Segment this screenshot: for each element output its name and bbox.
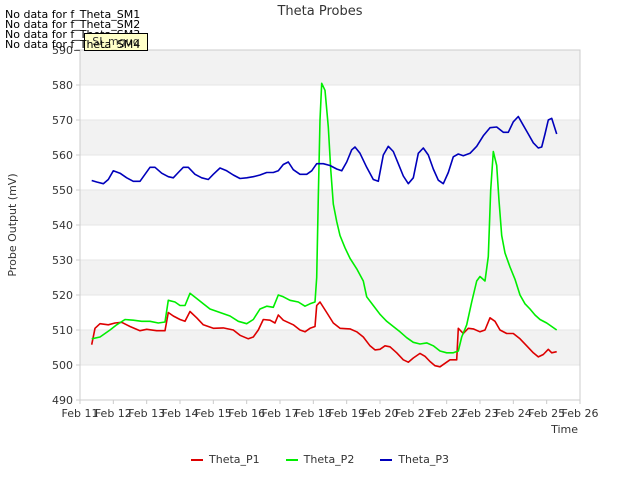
x-tick-label: Feb 19 [328,407,365,420]
no-data-message: No data for f_Theta_SM2 [5,18,141,31]
y-tick-label: 530 [52,254,73,267]
y-tick-label: 580 [52,79,73,92]
chart-legend: Theta_P1 Theta_P2 Theta_P3 [0,453,640,466]
y-tick-label: 570 [52,114,73,127]
y-tick-label: 520 [52,289,73,302]
series-line-theta-p2 [91,82,558,354]
chart-background-bands [80,49,580,401]
no-data-message: No data for f_Theta_SM4 [5,38,141,51]
y-axis-ticks: 490 500 510 520 530 540 550 560 570 580 590 [52,44,80,407]
y-tick-label: 560 [52,149,73,162]
x-tick-label: Feb 13 [128,407,165,420]
y-tick-label: 590 [52,44,73,57]
legend-item-p2: Theta_P2 [285,453,355,466]
y-tick-label: 500 [52,359,73,372]
y-axis-label: Probe Output (mV) [6,173,19,276]
y-tick-label: 540 [52,219,73,232]
plot-frame [79,49,581,401]
legend-item-p3: Theta_P3 [380,453,449,466]
x-tick-label: Feb 14 [162,407,199,420]
chart-title: Theta Probes [276,4,362,19]
y-tick-label: 490 [52,394,73,407]
grid-band [80,260,580,295]
series-line-theta-p3 [91,115,558,185]
grid-band [80,50,580,85]
legend-item-p1: Theta_P1 [191,453,260,466]
legend-swatch [380,458,393,461]
x-tick-label: Feb 23 [462,407,499,420]
x-tick-label: Feb 17 [262,407,299,420]
grid-band [80,190,580,225]
x-tick-label: Feb 22 [428,407,465,420]
x-axis-label: Time [550,423,578,436]
series-line-theta-p1 [90,301,557,368]
x-tick-label: Feb 26 [562,407,599,420]
x-tick-label: Feb 18 [295,407,332,420]
y-tick-label: 550 [52,184,73,197]
legend-label: Theta_P1 [209,453,260,466]
x-tick-label: Feb 21 [395,407,432,420]
no-data-message: No data for f_Theta_SM1 [5,8,141,21]
x-tick-label: Feb 20 [362,407,399,420]
x-tick-label: Feb 16 [228,407,265,420]
legend-swatch [191,458,204,461]
series-lines [90,82,558,368]
legend-label: Theta_P3 [398,453,449,466]
x-tick-label: Feb 15 [195,407,232,420]
site-badge: SI_mguq [84,33,148,51]
x-tick-label: Feb 24 [495,407,532,420]
legend-swatch [285,458,298,461]
grid-band [80,330,580,365]
x-tick-label: Feb 12 [95,407,132,420]
legend-label: Theta_P2 [303,453,355,466]
x-tick-label: Feb 25 [528,407,565,420]
y-tick-label: 510 [52,324,73,337]
x-tick-label: Feb 11 [62,407,99,420]
